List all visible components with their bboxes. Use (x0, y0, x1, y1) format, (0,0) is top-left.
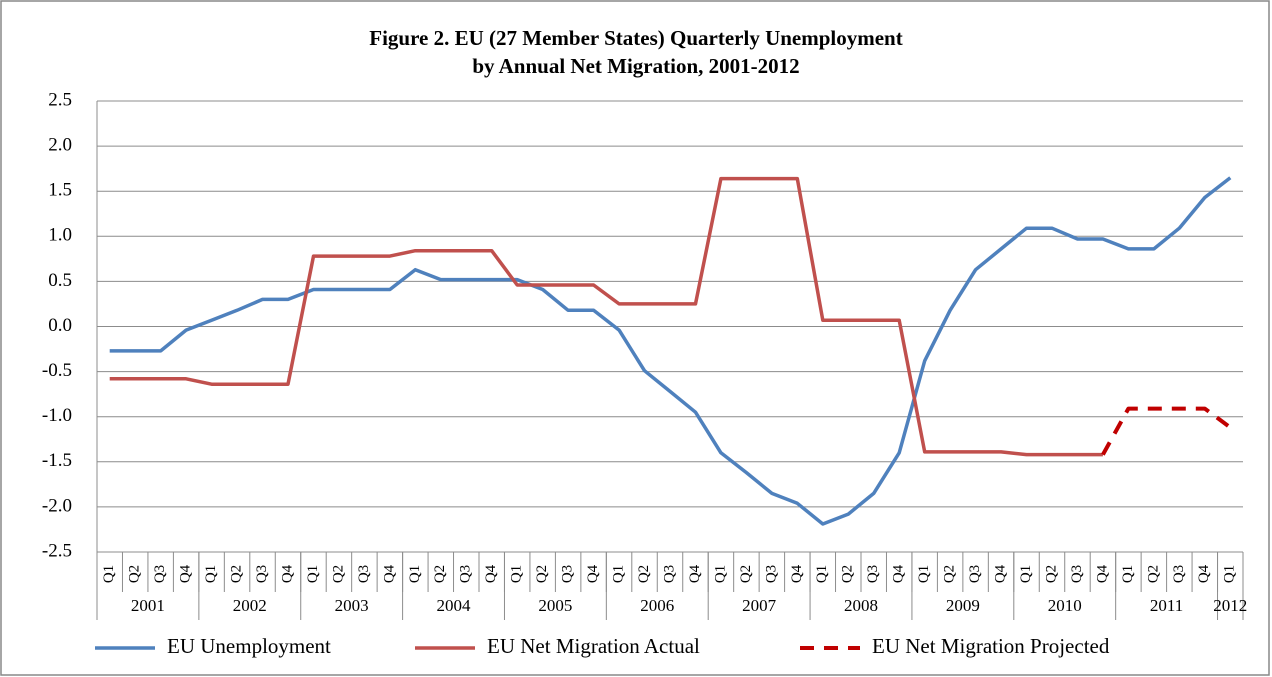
legend-label: EU Net Migration Actual (487, 634, 700, 658)
x-tick-label: Q3 (865, 565, 881, 583)
x-tick-label: Q1 (203, 565, 219, 583)
x-tick-label: Q1 (1120, 565, 1136, 583)
y-tick-label: 2.5 (48, 89, 72, 110)
x-tick-label: Q2 (942, 565, 958, 583)
x-tick-label: Q1 (407, 565, 423, 583)
year-label: 2010 (1048, 596, 1082, 615)
x-tick-label: Q1 (101, 565, 117, 583)
year-label: 2012 (1213, 596, 1247, 615)
x-tick-label: Q1 (1222, 565, 1238, 583)
x-tick-label: Q4 (891, 564, 907, 583)
y-tick-label: 0.0 (48, 315, 72, 336)
x-tick-label: Q2 (1043, 565, 1059, 583)
x-tick-label: Q4 (1094, 564, 1110, 583)
x-tick-label: Q4 (585, 564, 601, 583)
x-tick-label: Q3 (254, 565, 270, 583)
x-tick-label: Q2 (738, 565, 754, 583)
y-tick-label: 2.0 (48, 134, 72, 155)
x-tick-label: Q4 (789, 564, 805, 583)
year-label: 2001 (131, 596, 165, 615)
x-tick-label: Q3 (967, 565, 983, 583)
x-tick-label: Q4 (687, 564, 703, 583)
x-tick-label: Q2 (534, 565, 550, 583)
x-tick-label: Q3 (560, 565, 576, 583)
x-tick-label: Q2 (330, 565, 346, 583)
year-label: 2002 (233, 596, 267, 615)
year-label: 2006 (640, 596, 674, 615)
x-tick-label: Q2 (840, 565, 856, 583)
year-label: 2009 (946, 596, 980, 615)
x-tick-label: Q1 (305, 565, 321, 583)
x-tick-label: Q4 (1196, 564, 1212, 583)
legend-label: EU Net Migration Projected (872, 634, 1110, 658)
x-tick-label: Q2 (432, 565, 448, 583)
year-label: 2004 (437, 596, 472, 615)
x-tick-label: Q2 (1145, 565, 1161, 583)
x-tick-label: Q4 (483, 564, 499, 583)
x-tick-label: Q2 (127, 565, 143, 583)
series-line (109, 176, 1103, 457)
x-tick-label: Q2 (636, 565, 652, 583)
y-tick-label: -2.0 (42, 495, 72, 516)
x-tick-label: Q1 (1018, 565, 1034, 583)
y-tick-label: -1.5 (42, 450, 72, 471)
year-label: 2003 (335, 596, 369, 615)
x-tick-label: Q3 (763, 565, 779, 583)
year-label: 2011 (1150, 596, 1183, 615)
y-tick-label: -2.5 (42, 540, 72, 561)
x-tick-label: Q1 (509, 565, 525, 583)
x-tick-label: Q4 (279, 564, 295, 583)
x-tick-label: Q1 (611, 565, 627, 583)
x-tick-label: Q1 (916, 565, 932, 583)
x-tick-label: Q4 (993, 564, 1009, 583)
x-tick-label: Q3 (152, 565, 168, 583)
x-tick-label: Q3 (1069, 565, 1085, 583)
y-tick-label: 1.5 (48, 180, 72, 201)
y-tick-label: -1.0 (42, 405, 72, 426)
x-tick-label: Q1 (712, 565, 728, 583)
y-tick-label: -0.5 (42, 360, 72, 381)
y-tick-label: 1.0 (48, 225, 72, 246)
legend-label: EU Unemployment (167, 634, 331, 658)
x-tick-label: Q1 (814, 565, 830, 583)
chart-title: by Annual Net Migration, 2001-2012 (472, 54, 799, 78)
x-tick-label: Q3 (458, 565, 474, 583)
year-label: 2008 (844, 596, 878, 615)
x-tick-label: Q3 (661, 565, 677, 583)
x-tick-label: Q2 (229, 565, 245, 583)
x-tick-label: Q3 (356, 565, 372, 583)
year-label: 2005 (538, 596, 572, 615)
x-tick-label: Q3 (1171, 565, 1187, 583)
x-tick-label: Q4 (178, 564, 194, 583)
series-line (109, 176, 1232, 526)
x-tick-label: Q4 (381, 564, 397, 583)
chart-title: Figure 2. EU (27 Member States) Quarterl… (369, 26, 902, 50)
year-label: 2007 (742, 596, 777, 615)
y-tick-label: 0.5 (48, 270, 72, 291)
